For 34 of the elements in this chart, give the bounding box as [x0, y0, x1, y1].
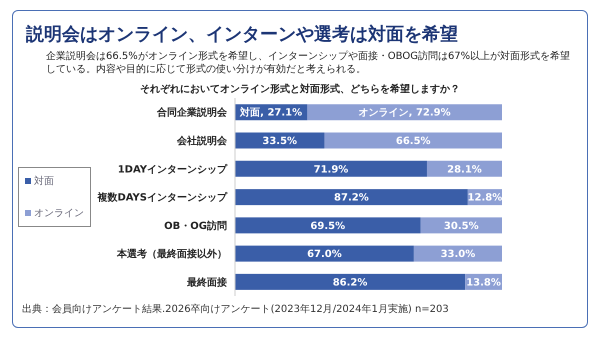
bar [307, 104, 502, 120]
bar [235, 246, 414, 262]
bar [235, 274, 466, 290]
data-label: 67.0% [307, 249, 342, 260]
data-label: 69.5% [310, 220, 346, 232]
data-label: 71.9% [314, 164, 348, 176]
data-label: 33.0% [440, 249, 476, 260]
bar [235, 160, 427, 177]
data-label: 86.2% [332, 277, 368, 288]
bar [235, 189, 468, 206]
data-label: 13.8% [466, 277, 501, 288]
y-tick-label: OB・OG訪問 [164, 220, 227, 232]
data-label: オンライン, 72.9% [358, 108, 451, 119]
bar [235, 217, 421, 234]
y-tick-label: 最終面接 [186, 276, 227, 288]
source-note: 出典：会員向けアンケート結果.2026卒向けアンケート(2023年12月/2024年1月実施) n=203 [22, 302, 449, 316]
y-tick-label: 合同企業説明会 [156, 106, 228, 119]
y-tick-label: 会社説明会 [176, 134, 228, 147]
text: それぞれにおいてオンライン形式と対面形式、どちらを希望しますか？ [139, 82, 461, 96]
legend-label: オンライン [34, 207, 84, 220]
y-tick-label: 本選考（最終面接以外） [116, 248, 227, 260]
data-label: 87.2% [334, 192, 369, 204]
y-tick-label: 1DAYインターンシップ [118, 163, 228, 176]
y-tick-label: 複数DAYSインターンシップ [96, 192, 228, 204]
data-label: 対面, 27.1% [239, 106, 302, 119]
data-label: 66.5% [396, 136, 431, 148]
data-label: 33.5% [262, 136, 298, 148]
chart-subtitle: 企業説明会は66.5%がオンライン形式を希望し、インターンシップや面接・OBOG訪問は67%以上が対面形式を希望している。内容や目的に応じて形式の使い分けが有効だと考えられる。 [46, 50, 572, 76]
bar [324, 132, 502, 149]
data-label: 28.1% [447, 164, 482, 176]
data-label: 12.8% [468, 192, 502, 204]
legend-label: 対面 [34, 174, 54, 188]
chart-title: 説明会はオンライン、インターンや選考は対面を希望 [26, 23, 458, 46]
data-label: 30.5% [444, 220, 479, 232]
